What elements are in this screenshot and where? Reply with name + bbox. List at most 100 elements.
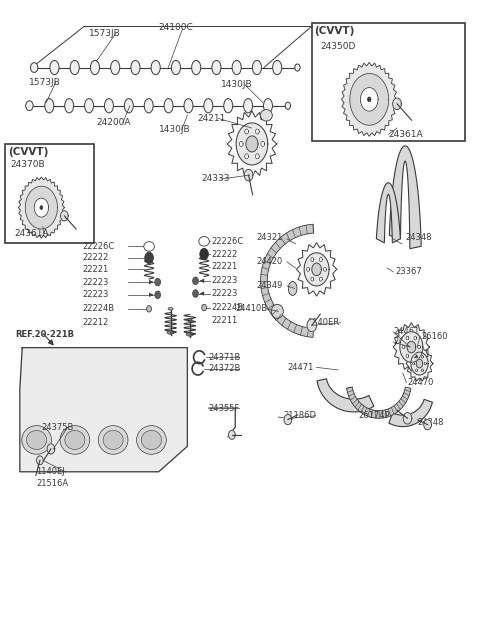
Text: (CVVT): (CVVT) (314, 26, 355, 36)
Text: REF.20-221B: REF.20-221B (15, 330, 74, 339)
Polygon shape (261, 142, 264, 147)
Text: 24370B: 24370B (10, 160, 45, 170)
Polygon shape (47, 444, 55, 454)
Circle shape (368, 97, 371, 101)
Text: (CVVT): (CVVT) (8, 147, 48, 157)
Text: 22221: 22221 (211, 262, 238, 271)
Ellipse shape (288, 281, 297, 295)
Polygon shape (311, 258, 314, 262)
Polygon shape (406, 336, 409, 340)
Circle shape (155, 278, 160, 286)
Polygon shape (240, 142, 243, 147)
Ellipse shape (137, 426, 166, 454)
Ellipse shape (22, 426, 51, 454)
Circle shape (40, 205, 43, 209)
Text: 24355F: 24355F (209, 404, 240, 413)
Ellipse shape (171, 61, 180, 75)
Text: 24372B: 24372B (209, 364, 241, 373)
Polygon shape (347, 387, 411, 419)
Circle shape (145, 252, 154, 263)
Polygon shape (403, 413, 412, 424)
Polygon shape (421, 369, 423, 372)
Text: 24348: 24348 (417, 418, 444, 427)
Text: 1573JB: 1573JB (89, 29, 121, 38)
Polygon shape (341, 63, 397, 137)
Text: 24410B: 24410B (235, 304, 267, 313)
Polygon shape (376, 182, 400, 243)
Polygon shape (424, 420, 432, 430)
Polygon shape (317, 379, 374, 412)
Polygon shape (319, 277, 322, 281)
Circle shape (295, 64, 300, 71)
Ellipse shape (273, 61, 282, 75)
Polygon shape (60, 211, 68, 221)
Ellipse shape (187, 319, 192, 322)
Text: 24371B: 24371B (209, 353, 241, 362)
Polygon shape (416, 359, 423, 368)
Ellipse shape (144, 242, 155, 251)
Text: 22223: 22223 (82, 278, 108, 286)
Polygon shape (297, 242, 336, 296)
Polygon shape (255, 154, 259, 159)
Polygon shape (36, 456, 43, 464)
Ellipse shape (164, 99, 173, 113)
Text: 22226C: 22226C (211, 237, 243, 246)
Ellipse shape (212, 61, 221, 75)
Polygon shape (20, 348, 187, 471)
Polygon shape (350, 73, 389, 125)
Polygon shape (414, 336, 417, 340)
Polygon shape (324, 267, 326, 271)
Ellipse shape (105, 99, 113, 113)
Ellipse shape (232, 61, 241, 75)
Ellipse shape (244, 99, 252, 113)
Polygon shape (418, 345, 420, 349)
Polygon shape (246, 136, 258, 152)
Ellipse shape (60, 426, 90, 454)
Text: 22224B: 22224B (82, 304, 114, 313)
Text: 24333: 24333 (202, 174, 230, 184)
Ellipse shape (142, 431, 161, 450)
Polygon shape (400, 332, 423, 362)
Text: 24211: 24211 (197, 114, 225, 123)
Text: 24460: 24460 (393, 338, 420, 346)
Polygon shape (304, 253, 329, 286)
Polygon shape (312, 263, 321, 276)
Polygon shape (389, 146, 421, 249)
Polygon shape (25, 186, 58, 229)
Ellipse shape (131, 61, 140, 75)
Ellipse shape (98, 426, 128, 454)
Text: 22226C: 22226C (82, 242, 114, 251)
Ellipse shape (144, 99, 153, 113)
Ellipse shape (202, 304, 206, 311)
Ellipse shape (147, 306, 152, 312)
Circle shape (26, 101, 33, 110)
Ellipse shape (204, 99, 213, 113)
Polygon shape (360, 87, 378, 111)
Polygon shape (406, 346, 433, 381)
Polygon shape (319, 258, 322, 262)
Text: 21516A: 21516A (36, 478, 69, 487)
Text: 26160: 26160 (422, 332, 448, 341)
Text: 22222: 22222 (82, 253, 108, 262)
Text: 21186D: 21186D (283, 412, 316, 420)
Ellipse shape (65, 99, 73, 113)
Polygon shape (245, 154, 249, 159)
Polygon shape (393, 98, 401, 110)
Polygon shape (407, 341, 416, 353)
Polygon shape (307, 319, 317, 332)
Circle shape (192, 277, 198, 285)
Ellipse shape (90, 61, 99, 75)
Polygon shape (414, 354, 417, 358)
Bar (312, 23, 465, 141)
Polygon shape (406, 354, 409, 358)
Ellipse shape (260, 110, 272, 121)
Polygon shape (34, 198, 48, 217)
Text: 23367: 23367 (396, 267, 422, 276)
Polygon shape (416, 369, 418, 372)
Text: 24100C: 24100C (158, 23, 193, 32)
Text: 24350D: 24350D (321, 42, 356, 51)
Ellipse shape (103, 431, 123, 450)
Text: 24349: 24349 (257, 281, 283, 290)
Text: 24420: 24420 (257, 257, 283, 266)
Circle shape (155, 291, 160, 299)
